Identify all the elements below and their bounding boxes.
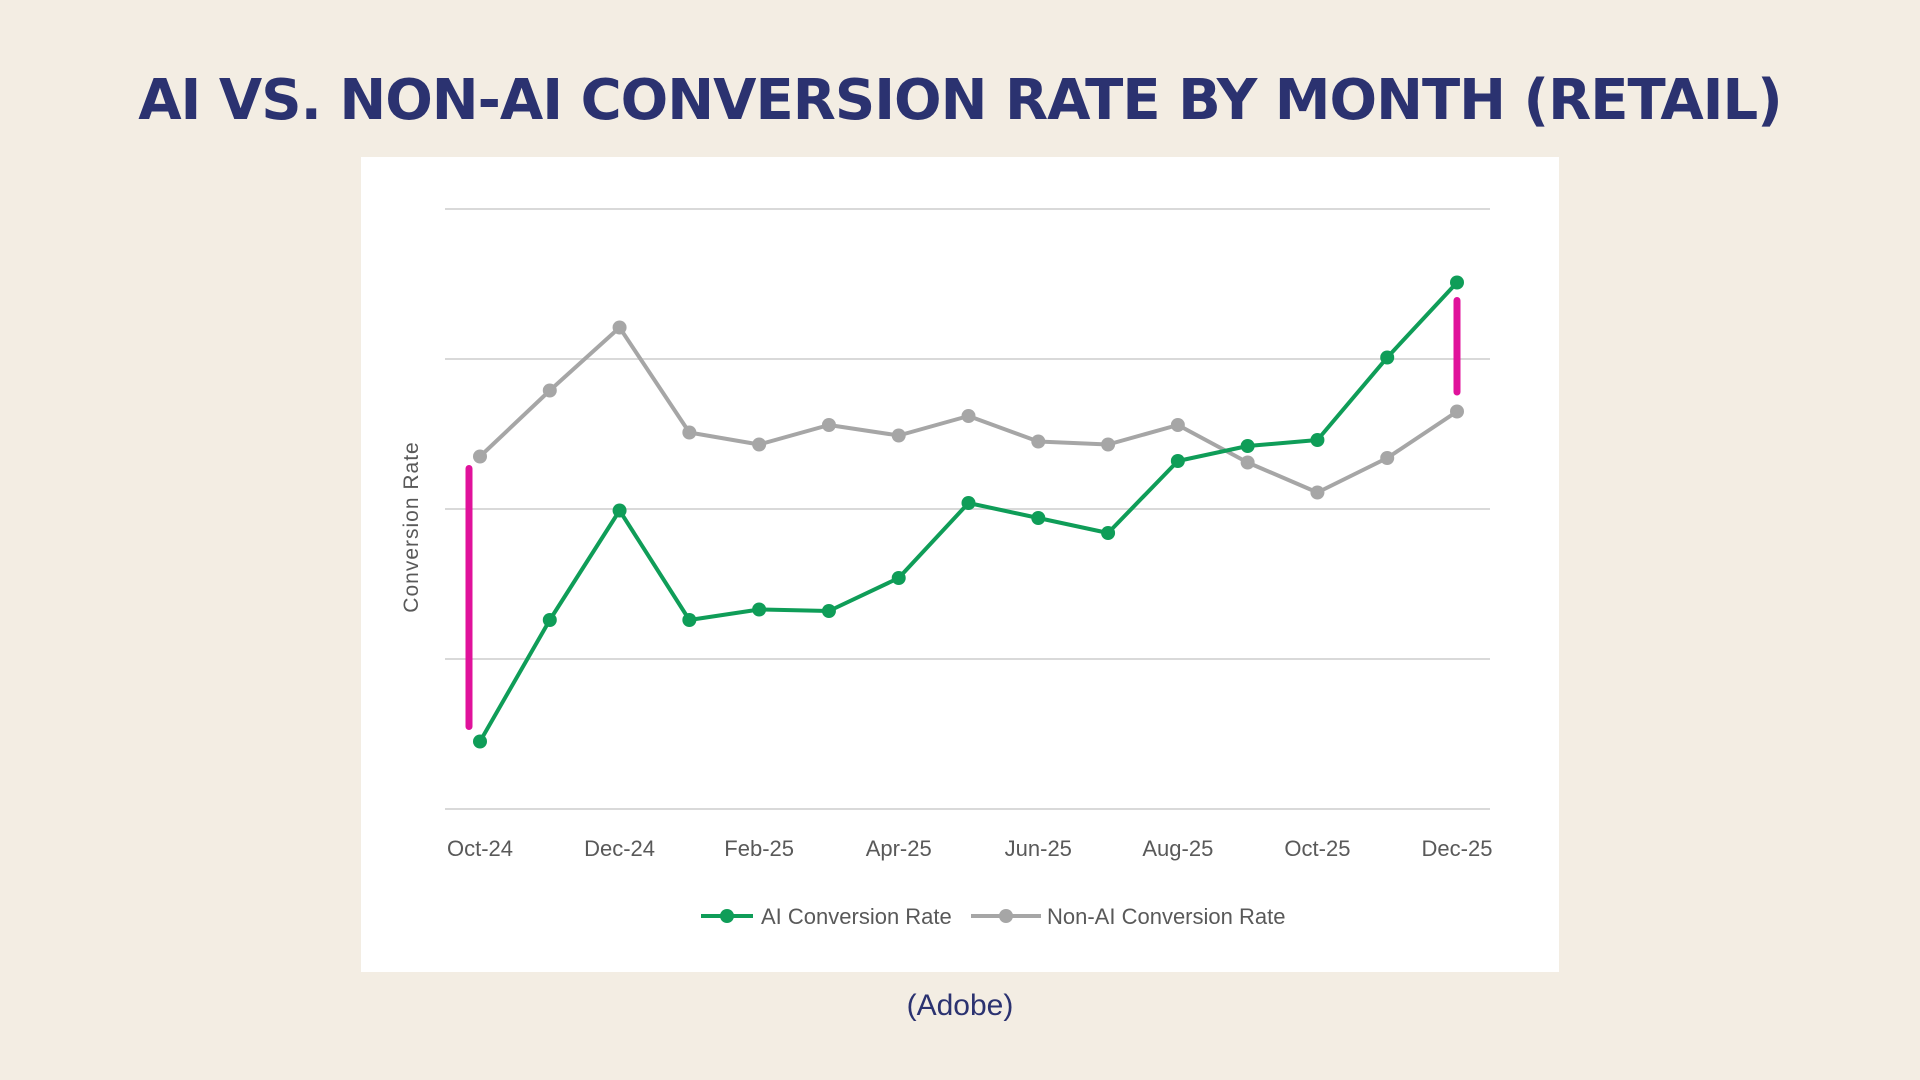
x-tick-label: Oct-24 — [447, 836, 513, 861]
non-ai-conversion-rate-point — [961, 409, 976, 423]
x-tick-label: Dec-25 — [1422, 836, 1493, 861]
x-tick-label: Apr-25 — [866, 836, 932, 861]
ai-conversion-rate-point — [1310, 433, 1325, 447]
ai-conversion-rate-point — [752, 602, 767, 617]
x-tick-label: Dec-24 — [584, 836, 655, 861]
non-ai-conversion-rate-point — [752, 437, 767, 452]
non-ai-conversion-rate-point — [682, 425, 697, 440]
legend: AI Conversion Rate Non-AI Conversion Rate — [701, 904, 1285, 929]
ai-conversion-rate-point — [821, 604, 836, 618]
ai-conversion-rate-point — [473, 734, 487, 749]
non-ai-conversion-rate-point — [1380, 451, 1395, 465]
series-lines — [473, 275, 1464, 749]
line-chart: Oct-24 Dec-24 Feb-25 Apr-25 Jun-25 Aug-25 Oct-… — [400, 208, 1492, 929]
ai-conversion-rate-point — [891, 571, 906, 585]
ai-conversion-rate-point — [1170, 454, 1185, 468]
non-ai-conversion-rate-point — [612, 320, 627, 335]
non-ai-conversion-rate-point — [891, 428, 906, 443]
non-ai-conversion-rate-point — [1170, 418, 1185, 432]
ai-conversion-rate-point — [1380, 350, 1395, 365]
x-tick-label: Feb-25 — [724, 836, 794, 861]
source-caption: (Adobe) — [906, 989, 1014, 1022]
x-tick-label: Jun-25 — [1005, 836, 1072, 861]
non-ai-conversion-rate-point — [821, 418, 836, 432]
non-ai-conversion-rate-point — [1240, 455, 1255, 470]
y-axis-label: Conversion Rate — [400, 441, 423, 612]
x-tick-label: Oct-25 — [1284, 836, 1350, 861]
non-ai-conversion-rate-point — [542, 383, 557, 398]
ai-conversion-rate-point — [612, 503, 627, 518]
ai-conversion-rate-legend-marker — [720, 909, 734, 923]
ai-conversion-rate-point — [1450, 275, 1464, 290]
ai-conversion-rate-line — [478, 281, 1459, 743]
x-axis-ticks: Oct-24 Dec-24 Feb-25 Apr-25 Jun-25 Aug-25 Oct-… — [447, 836, 1492, 861]
non-ai-conversion-rate-point — [1450, 404, 1464, 419]
ai-conversion-rate-legend-label: AI Conversion Rate — [761, 904, 952, 929]
non-ai-conversion-rate-point — [1310, 485, 1325, 500]
ai-conversion-rate-point — [961, 496, 976, 510]
x-tick-label: Aug-25 — [1142, 836, 1213, 861]
ai-conversion-rate-point — [1240, 439, 1255, 453]
gap-markers — [465, 297, 1461, 730]
non-ai-conversion-rate-legend-label: Non-AI Conversion Rate — [1047, 904, 1285, 929]
chart-card: Oct-24 Dec-24 Feb-25 Apr-25 Jun-25 Aug-25 Oct-… — [361, 157, 1559, 972]
non-ai-conversion-rate-point — [1101, 437, 1116, 452]
ai-conversion-rate-point — [542, 613, 557, 627]
ai-conversion-rate-point — [1101, 526, 1116, 540]
ai-conversion-rate-point — [1031, 511, 1046, 525]
ai-conversion-rate-point — [682, 613, 697, 627]
non-ai-conversion-rate-legend-marker — [999, 909, 1013, 923]
non-ai-conversion-rate-point — [1031, 434, 1046, 449]
page-title: AI VS. NON-AI CONVERSION RATE BY MONTH (… — [138, 68, 1783, 133]
non-ai-conversion-rate-point — [473, 449, 487, 464]
